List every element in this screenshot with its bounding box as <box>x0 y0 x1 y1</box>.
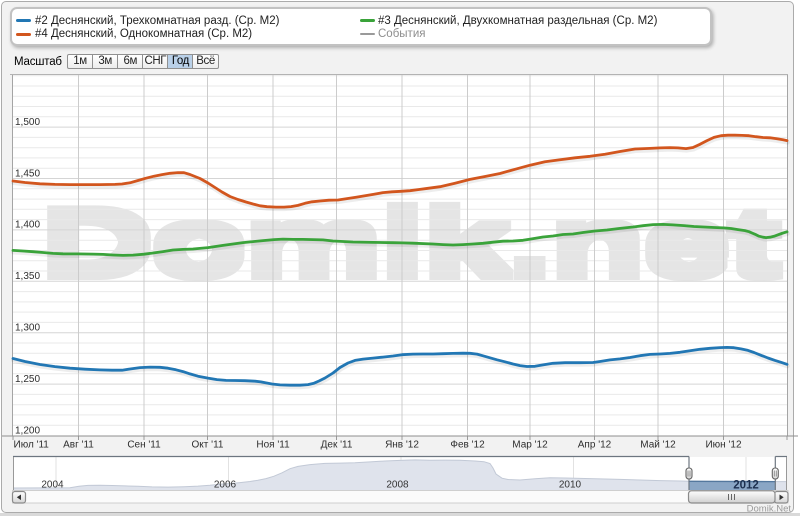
svg-text:Июн '12: Июн '12 <box>705 440 741 451</box>
svg-text:Мар '12: Мар '12 <box>512 440 548 451</box>
svg-text:2006: 2006 <box>214 480 237 491</box>
svg-text:Окт '11: Окт '11 <box>192 440 224 451</box>
svg-text:2004: 2004 <box>41 480 64 491</box>
svg-text:1,500: 1,500 <box>15 117 40 128</box>
svg-text:Июл '11: Июл '11 <box>14 440 50 451</box>
svg-text:1,350: 1,350 <box>15 271 40 282</box>
svg-text:Сен '11: Сен '11 <box>127 440 161 451</box>
svg-text:Янв '12: Янв '12 <box>385 440 419 451</box>
svg-text:Ноя '11: Ноя '11 <box>256 440 290 451</box>
svg-text:Апр '12: Апр '12 <box>578 440 612 451</box>
svg-text:Дек '11: Дек '11 <box>321 440 353 451</box>
svg-text:2012: 2012 <box>733 480 759 492</box>
svg-text:1,300: 1,300 <box>15 323 40 334</box>
svg-text:1,200: 1,200 <box>15 425 40 436</box>
svg-text:Фев '12: Фев '12 <box>450 440 485 451</box>
svg-text:2010: 2010 <box>559 480 582 491</box>
svg-text:1,400: 1,400 <box>15 220 40 231</box>
svg-text:1,450: 1,450 <box>15 168 40 179</box>
svg-text:1,250: 1,250 <box>15 374 40 385</box>
svg-text:2008: 2008 <box>386 480 409 491</box>
svg-text:Domik.Net: Domik.Net <box>747 504 792 515</box>
svg-text:Май '12: Май '12 <box>640 440 676 451</box>
svg-text:Авг '11: Авг '11 <box>63 440 94 451</box>
